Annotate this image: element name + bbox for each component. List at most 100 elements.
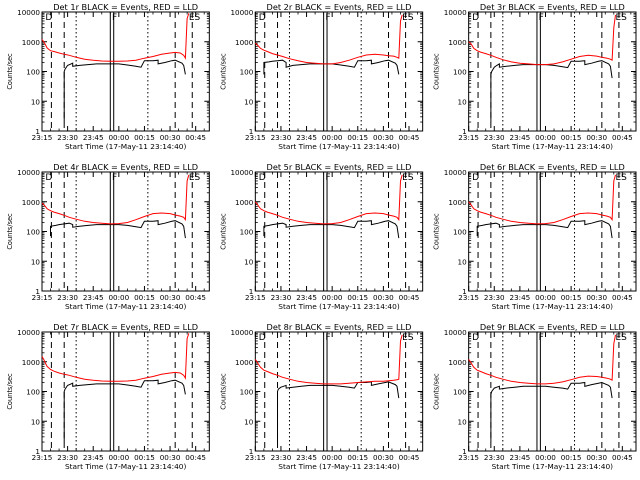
chart-title: Det 7r BLACK = Events, RED = LLD bbox=[53, 322, 198, 332]
x-tick-label: 00:00 bbox=[535, 293, 556, 302]
x-tick-label: 00:00 bbox=[535, 453, 556, 462]
y-axis-label: Counts/sec bbox=[6, 53, 14, 90]
series-line-events bbox=[476, 220, 613, 239]
marker-label-d: D bbox=[259, 173, 266, 183]
marker-label-es: ES bbox=[402, 173, 414, 183]
y-tick-label: 10 bbox=[244, 97, 254, 106]
x-tick-label: 00:15 bbox=[561, 133, 582, 142]
y-tick-label: 100 bbox=[26, 228, 40, 237]
marker-label-d: D bbox=[45, 173, 52, 183]
x-tick-label: 00:45 bbox=[612, 293, 633, 302]
y-axis-label: Counts/sec bbox=[219, 373, 227, 410]
x-tick-label: 00:30 bbox=[373, 293, 394, 302]
series-line-lld bbox=[468, 14, 616, 66]
y-tick-label: 10000 bbox=[444, 8, 467, 17]
x-axis-label: Start Time (17-May-11 23:14:40) bbox=[492, 142, 614, 151]
x-tick-label: 00:45 bbox=[399, 293, 420, 302]
y-tick-label: 10 bbox=[458, 257, 468, 266]
chart-title: Det 9r BLACK = Events, RED = LLD bbox=[480, 322, 625, 332]
y-tick-label: 1000 bbox=[22, 358, 41, 367]
x-tick-label: 00:00 bbox=[108, 133, 129, 142]
x-axis-label: Start Time (17-May-11 23:14:40) bbox=[65, 462, 187, 471]
y-tick-label: 1 bbox=[35, 447, 40, 456]
y-tick-label: 10000 bbox=[17, 328, 40, 337]
series-line-events bbox=[490, 381, 613, 442]
x-tick-label: 00:15 bbox=[347, 133, 368, 142]
x-tick-label: 23:30 bbox=[484, 133, 505, 142]
y-axis-label: Counts/sec bbox=[433, 213, 441, 250]
y-tick-label: 100 bbox=[240, 68, 254, 77]
y-tick-label: 1 bbox=[462, 127, 467, 136]
plot-frame bbox=[41, 11, 210, 132]
y-tick-label: 100 bbox=[240, 388, 254, 397]
chart-title: Det 5r BLACK = Events, RED = LLD bbox=[267, 162, 412, 172]
x-axis-label: Start Time (17-May-11 23:14:40) bbox=[278, 462, 400, 471]
x-tick-label: 23:30 bbox=[271, 293, 292, 302]
y-tick-label: 10000 bbox=[230, 328, 253, 337]
x-tick-label: 00:45 bbox=[612, 133, 633, 142]
y-tick-label: 100 bbox=[453, 388, 467, 397]
y-tick-label: 1000 bbox=[235, 38, 254, 47]
x-tick-label: 00:15 bbox=[134, 133, 155, 142]
x-tick-label: 00:45 bbox=[185, 293, 206, 302]
x-axis-label: Start Time (17-May-11 23:14:40) bbox=[492, 462, 614, 471]
x-tick-label: 00:45 bbox=[612, 453, 633, 462]
x-tick-label: 00:45 bbox=[185, 453, 206, 462]
chart-title: Det 1r BLACK = Events, RED = LLD bbox=[53, 2, 198, 12]
x-tick-label: 00:00 bbox=[108, 453, 129, 462]
chart-panel: Det 7r BLACK = Events, RED = LLD 1 10 100 10… bbox=[6, 322, 210, 471]
chart-panel: Det 3r BLACK = Events, RED = LLD 1 10 100 10… bbox=[433, 2, 637, 151]
series-line-lld bbox=[254, 14, 403, 65]
y-axis-label: Counts/sec bbox=[219, 53, 227, 90]
chart-title: Det 4r BLACK = Events, RED = LLD bbox=[53, 162, 198, 172]
series-line-events bbox=[63, 59, 186, 122]
y-tick-label: 1000 bbox=[22, 198, 41, 207]
marker-label-es: ES bbox=[189, 173, 201, 183]
series-line-lld bbox=[41, 174, 190, 225]
y-tick-label: 10000 bbox=[230, 168, 253, 177]
x-tick-label: 23:30 bbox=[57, 453, 78, 462]
x-tick-label: 23:15 bbox=[245, 453, 266, 462]
marker-label-f: F bbox=[112, 13, 117, 23]
y-tick-label: 10 bbox=[458, 97, 468, 106]
y-tick-label: 1 bbox=[462, 447, 467, 456]
x-axis-label: Start Time (17-May-11 23:14:40) bbox=[65, 142, 187, 151]
y-axis-label: Counts/sec bbox=[433, 373, 441, 410]
marker-label-d: D bbox=[259, 13, 266, 23]
plot-frame bbox=[41, 331, 210, 452]
x-axis-label: Start Time (17-May-11 23:14:40) bbox=[278, 302, 400, 311]
y-tick-label: 10000 bbox=[17, 8, 40, 17]
chart-title: Det 2r BLACK = Events, RED = LLD bbox=[267, 2, 412, 12]
y-tick-label: 1 bbox=[462, 287, 467, 296]
series-line-lld bbox=[468, 334, 616, 385]
marker-label-d: D bbox=[472, 333, 479, 343]
x-tick-label: 23:30 bbox=[57, 133, 78, 142]
y-axis-label: Counts/sec bbox=[219, 213, 227, 250]
marker-label-es: ES bbox=[189, 13, 201, 23]
x-tick-label: 00:45 bbox=[399, 453, 420, 462]
chart-panel: Det 6r BLACK = Events, RED = LLD 1 10 100 10… bbox=[433, 162, 637, 311]
x-axis-label: Start Time (17-May-11 23:14:40) bbox=[65, 302, 187, 311]
y-tick-label: 10 bbox=[31, 417, 41, 426]
y-tick-label: 10000 bbox=[444, 168, 467, 177]
x-tick-label: 00:00 bbox=[322, 293, 343, 302]
x-tick-label: 23:15 bbox=[32, 453, 53, 462]
x-axis-label: Start Time (17-May-11 23:14:40) bbox=[278, 142, 400, 151]
chart-panel: Det 2r BLACK = Events, RED = LLD 1 10 100 10… bbox=[219, 2, 424, 151]
x-tick-label: 23:15 bbox=[245, 293, 266, 302]
y-tick-label: 10 bbox=[31, 257, 41, 266]
x-tick-label: 23:15 bbox=[245, 133, 266, 142]
series-line-events bbox=[263, 220, 400, 239]
x-tick-label: 23:15 bbox=[458, 293, 479, 302]
x-tick-label: 00:30 bbox=[160, 453, 181, 462]
plot-frame bbox=[254, 11, 424, 132]
x-tick-label: 00:30 bbox=[373, 133, 394, 142]
marker-label-es: ES bbox=[402, 13, 414, 23]
y-tick-label: 1000 bbox=[448, 38, 467, 47]
x-tick-label: 00:15 bbox=[561, 453, 582, 462]
marker-label-f: F bbox=[539, 173, 544, 183]
x-tick-label: 00:30 bbox=[160, 293, 181, 302]
y-tick-label: 1000 bbox=[235, 358, 254, 367]
marker-label-f: F bbox=[539, 333, 544, 343]
